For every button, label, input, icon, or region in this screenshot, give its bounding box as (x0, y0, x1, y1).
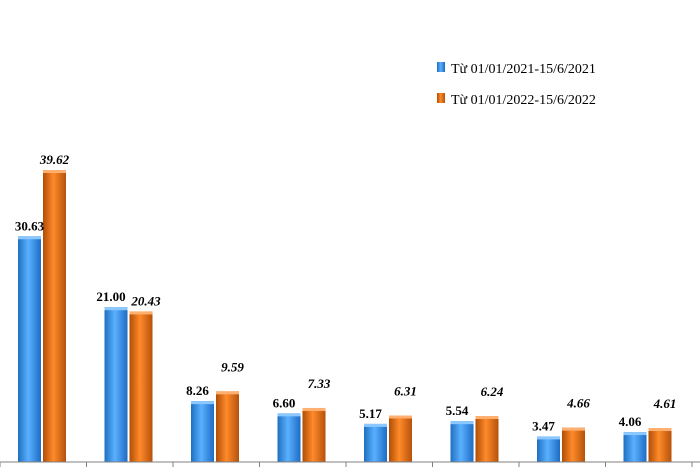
bar-top-series-1-item-5 (364, 423, 387, 427)
data-label-series-1-item-8: 4.06 (619, 414, 642, 429)
bar-top-series-1-item-2 (104, 307, 128, 311)
bar-top-series-2-item-6 (475, 416, 499, 420)
legend: Từ 01/01/2021-15/6/2021 Từ 01/01/2022-15… (437, 62, 596, 108)
bar-series-1-item-8 (623, 432, 647, 462)
data-label-series-1-item-3: 8.26 (186, 383, 209, 398)
data-label-series-1-item-1: 30.63 (15, 218, 45, 233)
bar-top-series-2-item-8 (648, 428, 672, 432)
data-label-series-1-item-4: 6.60 (273, 395, 296, 410)
bar-top-series-2-item-5 (389, 415, 412, 419)
bar-top-series-2-item-7 (562, 427, 585, 431)
bar-series-2-item-1 (43, 170, 66, 462)
data-label-series-1-item-5: 5.17 (359, 406, 382, 421)
legend-item-series-2: Từ 01/01/2022-15/6/2022 (437, 93, 596, 108)
bar-top-series-1-item-4 (277, 413, 301, 417)
data-label-series-2-item-8: 4.61 (653, 396, 677, 411)
bar-series-1-item-1 (18, 236, 41, 462)
data-label-series-2-item-5: 6.31 (394, 383, 417, 398)
legend-swatch-series-2 (437, 93, 445, 103)
data-label-series-1-item-6: 5.54 (446, 403, 469, 418)
data-label-series-2-item-7: 4.66 (566, 396, 590, 411)
legend-label-series-2: Từ 01/01/2022-15/6/2022 (451, 93, 596, 108)
bar-top-series-2-item-1 (43, 170, 66, 174)
bar-series-2-item-3 (216, 391, 239, 462)
value-labels-layer: 30.63 39.62 21.00 20.43 8.26 9.59 6.60 7.33 5.17… (15, 152, 677, 433)
bar-series-2-item-8 (648, 428, 672, 462)
bar-series-2-item-7 (562, 427, 585, 462)
legend-item-series-1: Từ 01/01/2021-15/6/2021 (437, 62, 596, 77)
x-axis-ticks (0, 462, 693, 467)
bar-top-series-1-item-3 (191, 401, 214, 405)
data-label-series-2-item-3: 9.59 (221, 359, 244, 374)
bar-series-1-item-4 (277, 413, 301, 462)
bar-top-series-1-item-8 (623, 432, 647, 436)
bar-series-1-item-6 (450, 421, 474, 462)
bar-series-1-item-7 (537, 436, 560, 462)
bar-top-series-2-item-4 (302, 407, 326, 411)
bar-series-2-item-5 (389, 415, 412, 462)
legend-label-series-1: Từ 01/01/2021-15/6/2021 (451, 62, 596, 77)
data-label-series-2-item-1: 39.62 (39, 152, 70, 167)
bar-series-2-item-2 (129, 311, 153, 462)
bar-top-series-2-item-2 (129, 311, 153, 315)
bar-top-series-2-item-3 (216, 391, 239, 395)
data-label-series-2-item-6: 6.24 (481, 384, 504, 399)
legend-swatch-series-1 (437, 62, 445, 72)
bar-top-series-1-item-1 (18, 236, 41, 240)
data-label-series-2-item-2: 20.43 (130, 293, 161, 308)
bar-series-2-item-6 (475, 416, 499, 462)
bar-top-series-1-item-6 (450, 421, 474, 425)
bars-layer (18, 170, 672, 462)
data-label-series-1-item-2: 21.00 (96, 289, 125, 304)
bar-series-1-item-3 (191, 401, 214, 462)
bar-series-2-item-4 (302, 407, 326, 462)
data-label-series-1-item-7: 3.47 (532, 418, 555, 433)
bar-series-1-item-5 (364, 423, 387, 462)
bar-series-1-item-2 (104, 307, 128, 462)
data-label-series-2-item-4: 7.33 (308, 376, 331, 391)
bar-top-series-1-item-7 (537, 436, 560, 440)
